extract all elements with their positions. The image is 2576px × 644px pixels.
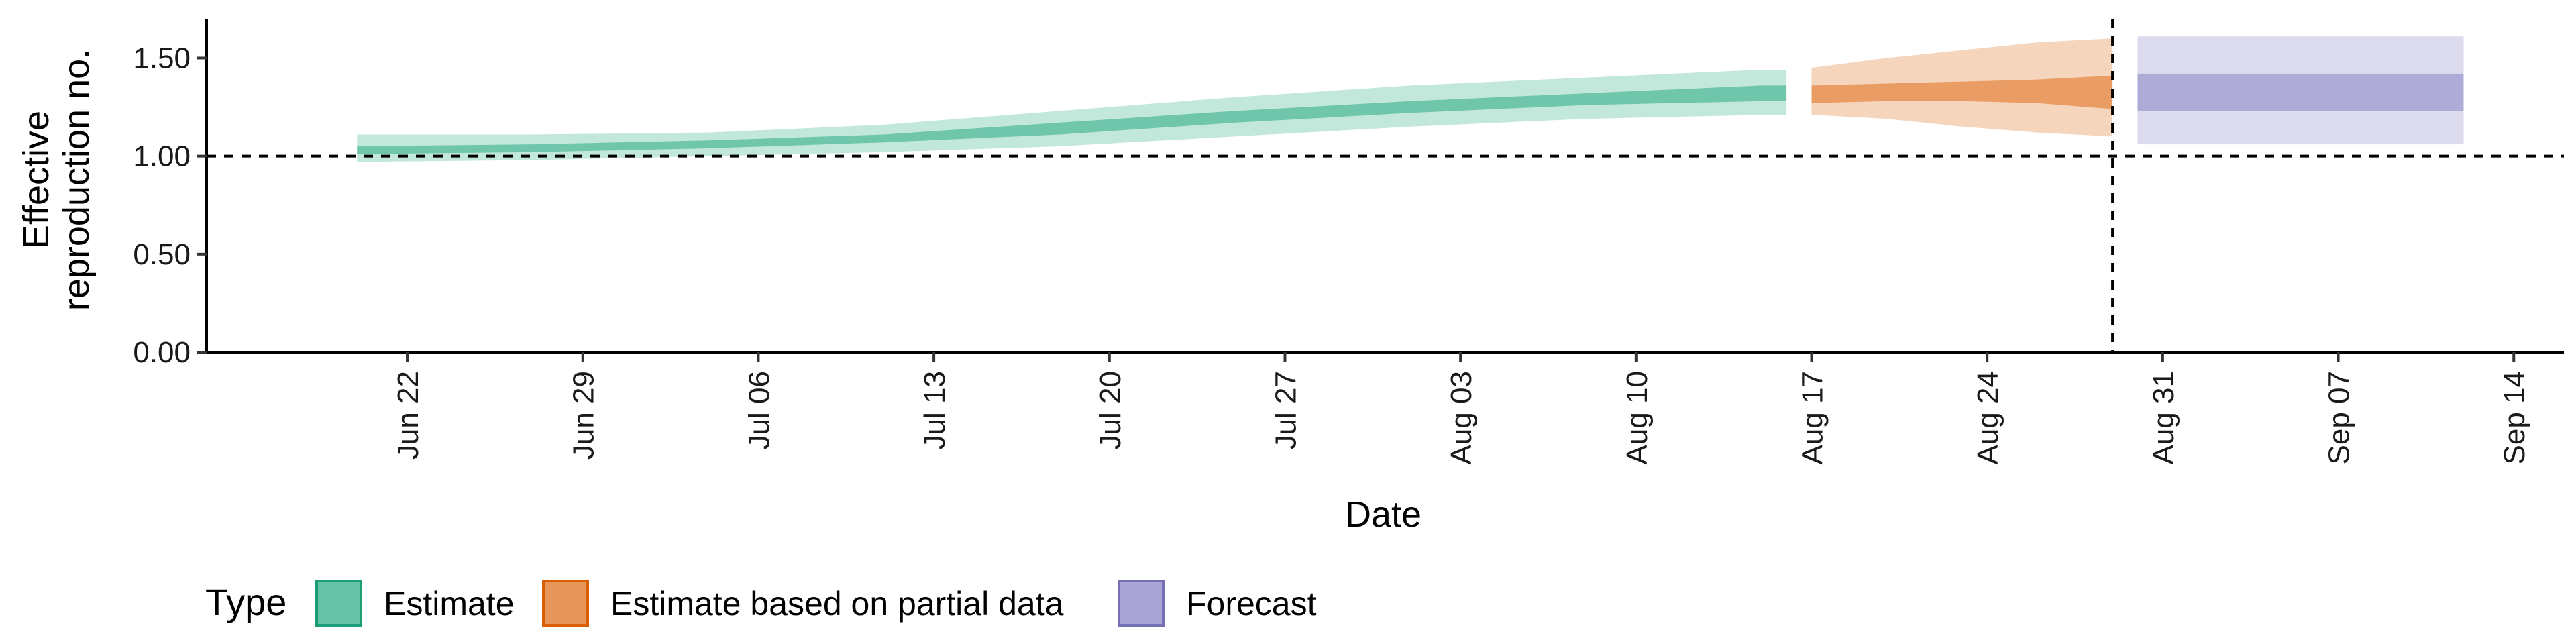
x-tick-label: Jul 06 <box>743 371 775 449</box>
x-tick-label: Sep 14 <box>2498 371 2531 464</box>
tick-labels: 0.00 0.50 1.00 1.50 Jun 22 Jun 29 Jul 06 Jul 13… <box>133 42 2531 464</box>
band-50-estimate-based-on-partial-data <box>1811 75 2113 109</box>
legend-key-estimate <box>315 580 362 627</box>
y-tick-label: 1.00 <box>133 140 191 173</box>
x-tick-label: Aug 10 <box>1621 371 1654 464</box>
band-50-forecast <box>2137 73 2464 111</box>
legend-label-forecast: Forecast <box>1186 585 1317 623</box>
y-axis-title-line-2: reproduction no. <box>56 49 97 311</box>
x-tick-label: Aug 24 <box>1972 371 2004 464</box>
y-tick-label: 0.50 <box>133 238 191 271</box>
x-tick-label: Sep 07 <box>2323 371 2356 464</box>
y-axis-title-line-1: Effective <box>16 111 56 249</box>
legend-label-estimate: Estimate <box>384 585 515 623</box>
reference-lines <box>207 19 2564 352</box>
axes <box>197 19 2564 362</box>
x-tick-label: Jun 29 <box>568 371 600 460</box>
x-tick-label: Jul 20 <box>1094 371 1127 449</box>
uncertainty-bands <box>357 36 2464 162</box>
x-tick-label: Aug 17 <box>1796 371 1829 464</box>
legend-label-estimate-based-on-partial-data: Estimate based on partial data <box>610 585 1064 623</box>
legend-key-estimate-based-on-partial-data <box>542 580 589 627</box>
x-axis-title: Date <box>1345 494 1421 535</box>
x-tick-label: Aug 03 <box>1445 371 1478 464</box>
x-tick-label: Jun 22 <box>392 371 425 460</box>
y-tick-label: 1.50 <box>133 42 191 74</box>
x-tick-label: Jul 27 <box>1270 371 1303 449</box>
legend-title: Type <box>205 581 286 623</box>
legend: Type Estimate Estimate based on partial d… <box>205 580 1317 627</box>
band-90-estimate <box>357 70 1787 162</box>
legend-key-forecast <box>1118 580 1165 627</box>
x-tick-label: Jul 13 <box>918 371 951 449</box>
x-tick-label: Aug 31 <box>2147 371 2180 464</box>
y-tick-label: 0.00 <box>133 336 191 369</box>
band-50-estimate <box>357 85 1787 154</box>
